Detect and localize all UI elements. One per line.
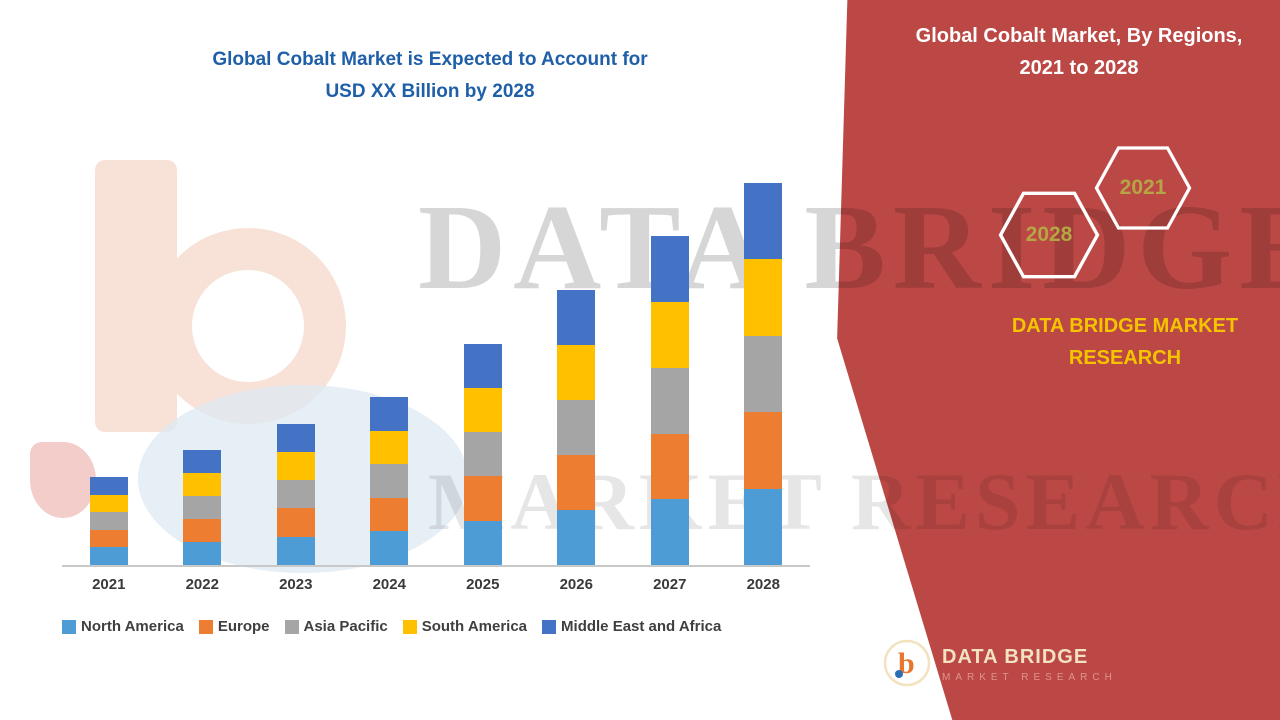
- stacked-bar-2028: [744, 183, 783, 565]
- bar-segment-europe: [557, 455, 596, 510]
- x-axis-label: 2024: [372, 576, 406, 593]
- bar-segment-europe: [276, 508, 315, 537]
- legend-swatch: [402, 619, 417, 634]
- chart-plot: [62, 175, 810, 567]
- stacked-bar-2025: [463, 343, 502, 565]
- bar-segment-europe: [89, 529, 128, 548]
- bar-segment-asia-pacific: [276, 480, 315, 509]
- legend-item: North America: [62, 618, 184, 635]
- stacked-bar-2022: [183, 450, 222, 565]
- bar-segment-south-america: [370, 430, 409, 465]
- bar-segment-europe: [370, 497, 409, 532]
- legend-item: South America: [402, 618, 528, 635]
- bar-segment-asia-pacific: [557, 400, 596, 455]
- bar-segment-south-america: [650, 302, 689, 368]
- chart-legend: North America Europe Asia Pacific South Ame…: [62, 618, 842, 635]
- legend-swatch: [284, 619, 299, 634]
- bar-segment-north-america: [744, 488, 783, 565]
- chart-title-line1: Global Cobalt Market is Expected to Acco…: [212, 49, 648, 70]
- bar-segment-south-america: [463, 387, 502, 433]
- legend-label: Europe: [217, 618, 270, 635]
- stacked-bar-2027: [650, 236, 689, 565]
- bar-segment-middle-east-and-africa: [89, 477, 128, 495]
- bar-segment-asia-pacific: [370, 464, 409, 498]
- bar-segment-south-america: [276, 451, 315, 481]
- x-axis-label: 2028: [746, 576, 780, 593]
- legend-label: North America: [81, 618, 184, 635]
- bar-segment-middle-east-and-africa: [557, 290, 596, 345]
- bar-segment-asia-pacific: [89, 512, 128, 530]
- bar-segment-middle-east-and-africa: [370, 396, 409, 431]
- legend-item: Asia Pacific: [284, 618, 388, 635]
- bar-segment-asia-pacific: [463, 432, 502, 477]
- bar-segment-middle-east-and-africa: [744, 183, 783, 260]
- bar-segment-north-america: [650, 499, 689, 565]
- legend-swatch: [542, 619, 557, 634]
- x-axis-label: 2023: [279, 576, 313, 593]
- bar-segment-south-america: [183, 473, 222, 497]
- bar-segment-asia-pacific: [183, 496, 222, 520]
- stacked-bar-2021: [89, 477, 128, 565]
- bar-segment-middle-east-and-africa: [276, 423, 315, 452]
- bar-segment-south-america: [557, 345, 596, 400]
- bar-segment-europe: [463, 476, 502, 521]
- bar-segment-europe: [650, 433, 689, 500]
- bar-segment-asia-pacific: [744, 335, 783, 413]
- stacked-bar-2024: [370, 396, 409, 565]
- company-logo-icon: b: [883, 639, 931, 687]
- chart-title-line2: USD XX Billion by 2028: [325, 81, 535, 103]
- bar-segment-middle-east-and-africa: [463, 343, 502, 388]
- x-axis-label: 2026: [559, 576, 593, 593]
- bar-segment-north-america: [183, 542, 222, 565]
- legend-item: Europe: [198, 618, 270, 635]
- x-axis-label: 2021: [92, 576, 126, 593]
- bar-segment-north-america: [463, 520, 502, 565]
- watermark-logo-dot: [30, 442, 96, 518]
- x-axis-label: 2022: [185, 576, 219, 593]
- bar-segment-north-america: [276, 536, 315, 565]
- legend-label: Middle East and Africa: [561, 618, 722, 635]
- bar-segment-middle-east-and-africa: [650, 236, 689, 303]
- svg-text:b: b: [898, 647, 915, 680]
- bar-segment-south-america: [744, 259, 783, 336]
- chart-title: Global Cobalt Market is Expected to Acco…: [110, 44, 750, 109]
- legend-swatch: [198, 619, 213, 634]
- bar-segment-north-america: [557, 510, 596, 565]
- legend-label: South America: [421, 618, 528, 635]
- legend-item: Middle East and Africa: [542, 618, 721, 635]
- bar-segment-asia-pacific: [650, 367, 689, 434]
- bar-segment-europe: [744, 412, 783, 489]
- stacked-bar-2023: [276, 423, 315, 565]
- x-axis-label: 2025: [466, 576, 500, 593]
- x-axis-label: 2027: [653, 576, 687, 593]
- bar-segment-north-america: [370, 531, 409, 565]
- bar-segment-north-america: [89, 547, 128, 565]
- legend-label: Asia Pacific: [303, 618, 388, 635]
- bar-segment-europe: [183, 519, 222, 543]
- legend-swatch: [62, 619, 76, 634]
- x-axis-labels: 2021 2022 2023 2024 2025 2026 2027 2028: [62, 576, 810, 593]
- bar-segment-middle-east-and-africa: [183, 450, 222, 474]
- stacked-bar-2026: [557, 290, 596, 565]
- bar-segment-south-america: [89, 494, 128, 513]
